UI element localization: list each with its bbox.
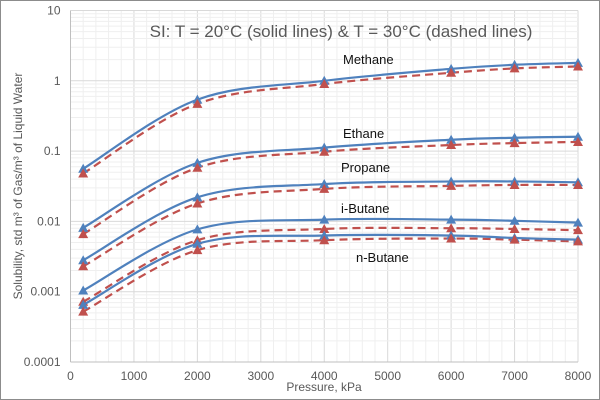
ethane-20c-point	[509, 132, 520, 142]
x-tick-label: 3000	[247, 369, 274, 383]
i-butane-30c-point	[446, 223, 457, 233]
series-label-n-butane: n-Butane	[356, 250, 409, 265]
i-butane-30c-point	[509, 223, 520, 233]
propane-30c-point	[319, 183, 330, 193]
n-butane-20c-point	[319, 230, 330, 240]
y-tick-label: 0.1	[44, 144, 61, 158]
n-butane-30c-point	[446, 233, 457, 243]
i-butane-20c-point	[446, 214, 457, 224]
series-label-methane: Methane	[343, 52, 394, 67]
propane-30c-line	[82, 183, 579, 268]
i-butane-20c-point	[509, 215, 520, 225]
x-tick-label: 0	[67, 369, 74, 383]
ethane-30c-point	[446, 140, 457, 150]
series-label-propane: Propane	[341, 160, 390, 175]
i-butane-20c-point	[319, 214, 330, 224]
i-butane-20c-point	[192, 224, 203, 234]
i-butane-20c-point	[78, 285, 89, 295]
n-butane-30c-point	[192, 245, 203, 255]
n-butane-30c-point	[78, 306, 89, 316]
methane-30c-point	[319, 79, 330, 89]
propane-30c-point	[192, 198, 203, 208]
ethane-20c-point	[573, 131, 583, 141]
x-tick-label: 4000	[311, 369, 338, 383]
y-tick-label: 10	[47, 4, 61, 18]
propane-20c-point	[78, 255, 89, 265]
propane-30c-point	[78, 261, 89, 271]
y-tick-label: 0.0001	[24, 355, 61, 369]
i-butane-30c-point	[319, 223, 330, 233]
series-lines	[78, 57, 583, 316]
y-tick-label: 1	[54, 74, 61, 88]
x-tick-label: 1000	[121, 369, 148, 383]
x-tick-label: 8000	[565, 369, 592, 383]
series-labels: Methane Ethane Propane i-Butane n-Butane	[341, 52, 409, 265]
methane-30c-point	[78, 168, 89, 178]
x-tick-label: 2000	[184, 369, 211, 383]
methane-20c-line	[82, 61, 579, 170]
series-label-i-butane: i-Butane	[341, 201, 389, 216]
x-axis-label: Pressure, kPa	[286, 380, 362, 394]
x-tick-label: 7000	[501, 369, 528, 383]
y-axis-label: Solubility, std m³ of Gas/m³ of Liquid W…	[11, 73, 25, 300]
n-butane-20c-point	[78, 299, 89, 309]
propane-20c-point	[192, 192, 203, 202]
methane-30c-point	[192, 98, 203, 108]
i-butane-30c-point	[573, 225, 583, 235]
propane-30c-point	[446, 180, 457, 190]
y-tick-label: 0.001	[30, 285, 60, 299]
x-tick-label: 6000	[438, 369, 465, 383]
methane-30c-point	[573, 61, 583, 71]
n-butane-30c-point	[319, 235, 330, 245]
x-tick-label: 5000	[374, 369, 401, 383]
i-butane-20c-point	[573, 217, 583, 227]
n-butane-20c-point	[192, 238, 203, 248]
methane-30c-point	[446, 67, 457, 77]
n-butane-30c-point	[509, 234, 520, 244]
methane-20c-point	[78, 163, 89, 173]
ethane-30c-point	[319, 146, 330, 156]
ethane-30c-point	[78, 229, 89, 239]
chart-title: SI: T = 20°C (solid lines) & T = 30°C (d…	[150, 22, 533, 41]
tick-labels: 0 1000 2000 3000 4000 5000 6000 7000 8000 10 1 0.1 0…	[24, 4, 592, 384]
ethane-20c-point	[192, 157, 203, 167]
ethane-20c-point	[446, 134, 457, 144]
series-label-ethane: Ethane	[343, 126, 384, 141]
methane-30c-point	[509, 63, 520, 73]
propane-20c-point	[319, 179, 330, 189]
propane-30c-point	[509, 179, 520, 189]
n-butane-30c-point	[573, 236, 583, 246]
propane-30c-point	[573, 179, 583, 189]
ethane-30c-point	[509, 138, 520, 148]
ethane-30c-point	[573, 136, 583, 146]
ethane-30c-point	[192, 162, 203, 172]
ethane-20c-point	[78, 222, 89, 232]
y-tick-label: 0.01	[37, 214, 61, 228]
